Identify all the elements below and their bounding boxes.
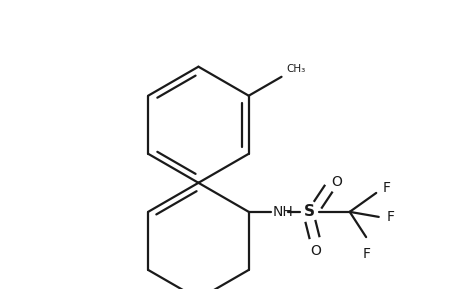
Text: F: F bbox=[386, 210, 393, 224]
Text: O: O bbox=[309, 244, 320, 258]
Text: F: F bbox=[382, 181, 390, 195]
Text: NH: NH bbox=[272, 205, 293, 219]
Text: S: S bbox=[303, 204, 314, 219]
Text: O: O bbox=[331, 175, 342, 189]
Text: CH₃: CH₃ bbox=[286, 64, 305, 74]
Text: F: F bbox=[361, 247, 369, 261]
